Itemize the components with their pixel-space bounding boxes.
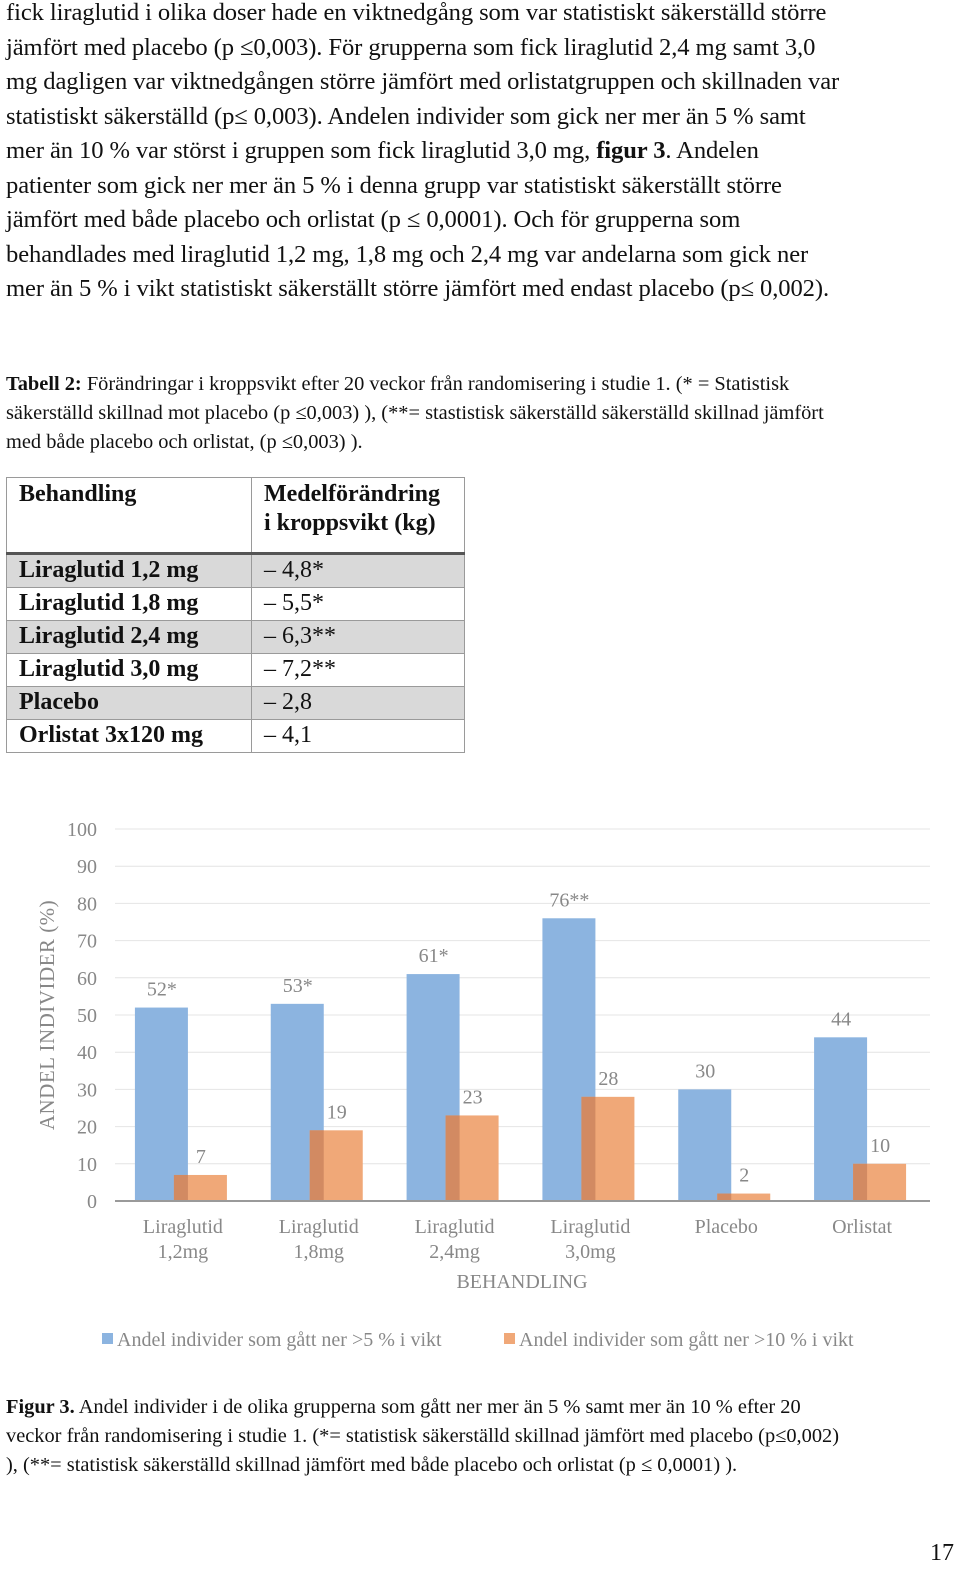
legend-swatch <box>102 1333 113 1344</box>
paragraph-line: mg dagligen var viktnedgången större jäm… <box>6 68 840 95</box>
bar-over5 <box>134 1007 188 1201</box>
paragraph-line: jämfört med placebo (p ≤0,003). För grup… <box>6 33 816 61</box>
page-number: 17 <box>930 1540 954 1566</box>
header-treatment: Behandling <box>6 477 252 555</box>
treatment-cell: Liraglutid 2,4 mg <box>6 620 252 654</box>
category-label: 1,2mg <box>158 1241 209 1263</box>
table-row: Liraglutid 3,0 mg – 7,2** <box>6 653 465 687</box>
paragraph-line: jämfört med både placebo och orlistat (p… <box>6 206 741 233</box>
category-label: 2,4mg <box>429 1241 480 1263</box>
treatment-cell: Liraglutid 1,2 mg <box>6 553 252 588</box>
category-label: Liraglutid <box>550 1216 630 1238</box>
change-cell: – 2,8 <box>251 686 465 720</box>
category-label: Placebo <box>695 1216 758 1238</box>
treatment-cell: Placebo <box>6 686 252 720</box>
bar-over5 <box>678 1089 732 1201</box>
change-cell: – 6,3** <box>251 620 465 654</box>
treatment-cell: Orlistat 3x120 mg <box>6 719 252 753</box>
bar-overlap <box>309 1130 324 1201</box>
data-label-over10: 19 <box>327 1101 347 1123</box>
table-row: Liraglutid 1,8 mg – 5,5* <box>6 587 465 621</box>
paragraph-line: mer än 5 % i vikt statistiskt säkerställ… <box>6 275 830 302</box>
data-label-over5: 61* <box>419 945 449 967</box>
table-caption: Tabell 2: Förändringar i kroppsvikt efte… <box>6 370 956 457</box>
weight-change-table: Behandling Medelförändring i kroppsvikt (… <box>6 477 465 753</box>
treatment-cell: Liraglutid 3,0 mg <box>6 653 252 687</box>
table-row: Liraglutid 2,4 mg – 6,3** <box>6 620 465 654</box>
data-label-over10: 28 <box>598 1068 618 1090</box>
paragraph-text: . Andelen <box>665 137 759 164</box>
weight-loss-bar-chart: 0 10 20 30 40 50 60 70 80 90 100 ANDEL INDIVIDER (%… <box>35 819 930 1351</box>
y-tick-label: 30 <box>77 1079 97 1101</box>
table-caption-text: säkerställd skillnad mot placebo (p ≤0,0… <box>6 402 824 424</box>
data-label-over5: 52* <box>147 979 177 1001</box>
change-cell: – 5,5* <box>251 587 465 621</box>
category-label: Liraglutid <box>279 1216 359 1238</box>
paragraph-line: patienter som gick ner mer än 5 % i denn… <box>6 171 782 199</box>
figure-reference: figur 3 <box>596 137 666 164</box>
figure-caption-label: Figur 3. <box>6 1396 75 1418</box>
change-cell: – 7,2** <box>251 653 465 687</box>
figure-caption: Figur 3. Andel individer i de olika grup… <box>6 1393 956 1480</box>
category-label: Orlistat <box>832 1216 892 1238</box>
data-label-over5: 76** <box>549 889 589 911</box>
x-axis-label: BEHANDLING <box>456 1271 587 1293</box>
y-tick-label: 100 <box>67 819 97 841</box>
table-header-row: Behandling Medelförändring i kroppsvikt (… <box>6 477 465 555</box>
table-row: Placebo – 2,8 <box>6 686 465 720</box>
legend-swatch <box>504 1333 515 1344</box>
header-mean-change: Medelförändring i kroppsvikt (kg) <box>251 477 465 555</box>
category-label: 1,8mg <box>293 1241 344 1263</box>
paragraph-line: statistiskt säkerställd (p≤ 0,003). Ande… <box>6 102 806 130</box>
figure-caption-text: veckor från randomisering i studie 1. (*… <box>6 1425 840 1447</box>
y-tick-label: 50 <box>77 1005 97 1027</box>
y-axis-label: ANDEL INDIVIDER (%) <box>35 900 59 1130</box>
bar-overlap <box>717 1193 732 1201</box>
y-tick-label: 40 <box>77 1042 97 1064</box>
data-label-over10: 2 <box>739 1165 749 1187</box>
paragraph-line: behandlades med liraglutid 1,2 mg, 1,8 m… <box>6 240 809 268</box>
legend-label: Andel individer som gått ner >5 % i vikt <box>117 1329 442 1351</box>
paragraph-line: fick liraglutid i olika doser hade en vi… <box>6 0 827 26</box>
treatment-cell: Liraglutid 1,8 mg <box>6 587 252 621</box>
bar-overlap <box>173 1174 188 1201</box>
data-label-over10: 23 <box>463 1086 483 1108</box>
bar-overlap <box>445 1115 460 1201</box>
change-cell: – 4,1 <box>251 719 465 753</box>
category-label: 3,0mg <box>565 1241 616 1263</box>
data-label-over10: 7 <box>196 1146 206 1168</box>
y-tick-label: 10 <box>77 1154 97 1176</box>
table-caption-text: Förändringar i kroppsvikt efter 20 vecko… <box>81 373 790 395</box>
category-label: Liraglutid <box>143 1216 223 1238</box>
bar-overlap <box>581 1096 596 1201</box>
y-tick-label: 60 <box>77 968 97 990</box>
paragraph-text: mer än 10 % var störst i gruppen som fic… <box>6 137 597 164</box>
y-tick-label: 90 <box>77 856 97 878</box>
y-tick-label: 80 <box>77 893 97 915</box>
y-tick-label: 0 <box>87 1191 97 1213</box>
y-tick-label: 20 <box>77 1117 97 1139</box>
data-label-over5: 44 <box>831 1008 851 1030</box>
paragraph-line: mer än 10 % var störst i gruppen som fic… <box>6 134 958 169</box>
category-label: Liraglutid <box>415 1216 495 1238</box>
table-caption-text: med både placebo och orlistat, (p ≤0,003… <box>6 431 363 453</box>
data-label-over5: 30 <box>695 1060 715 1082</box>
table-row: Liraglutid 1,2 mg – 4,8* <box>6 553 465 588</box>
bar-over10 <box>717 1193 771 1201</box>
body-paragraph: fick liraglutid i olika doser hade en vi… <box>6 0 958 307</box>
table-row: Orlistat 3x120 mg – 4,1 <box>6 719 465 753</box>
data-label-over10: 10 <box>870 1135 890 1157</box>
figure-caption-text: ), (**= statistisk säkerställd skillnad … <box>6 1454 738 1476</box>
data-label-over5: 53* <box>283 975 313 997</box>
table-caption-label: Tabell 2: <box>6 373 82 395</box>
y-tick-label: 70 <box>77 931 97 953</box>
legend-label: Andel individer som gått ner >10 % i vik… <box>519 1329 854 1351</box>
bar-overlap <box>853 1163 868 1201</box>
figure-caption-text: Andel individer i de olika grupperna som… <box>74 1396 801 1418</box>
change-cell: – 4,8* <box>251 553 465 588</box>
